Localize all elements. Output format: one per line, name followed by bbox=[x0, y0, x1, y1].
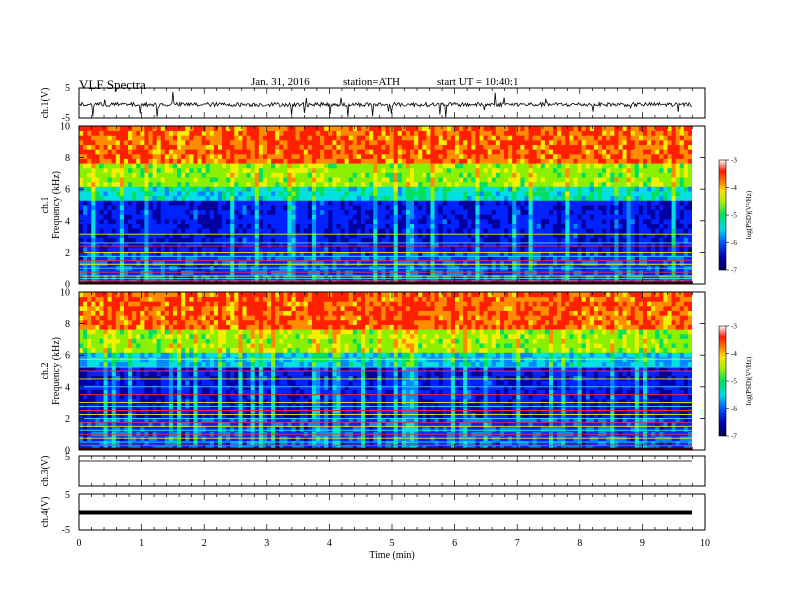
y-tick-label: 8 bbox=[65, 319, 70, 330]
y-tick-label: 10 bbox=[60, 288, 70, 299]
ch1-waveform-line bbox=[78, 91, 693, 118]
x-tick-label: 8 bbox=[577, 538, 582, 549]
ch1-spectrogram-ylabel-ch: ch.1 bbox=[40, 197, 51, 214]
ch2-spectrogram-ylabel-ch: ch.2 bbox=[40, 363, 51, 380]
ch1-tick-top: 5 bbox=[65, 83, 70, 94]
ch2-spectrogram-image bbox=[79, 292, 705, 451]
ch1-tick-bottom: -5 bbox=[62, 113, 70, 124]
x-tick-label: 9 bbox=[640, 538, 645, 549]
y-tick-label: 8 bbox=[65, 153, 70, 164]
no-data-area bbox=[692, 292, 705, 450]
x-tick-label: 10 bbox=[700, 538, 710, 549]
x-tick-label: 0 bbox=[77, 538, 82, 549]
date-label: Jan. 31, 2016 bbox=[251, 76, 310, 88]
low-freq-band bbox=[79, 447, 692, 450]
y-tick-label: 6 bbox=[65, 185, 70, 196]
y-tick-label: 4 bbox=[65, 382, 70, 393]
colorbar-tick-label: -5 bbox=[731, 378, 737, 386]
start-ut-label: start UT = 10:40:1 bbox=[437, 76, 519, 88]
ch2-spectrogram-yticks: 0 2 4 6 8 10 bbox=[60, 288, 705, 457]
colorbar-tick-label: -6 bbox=[731, 405, 737, 413]
ch1-colorbar-label: log(PSD)(V²/Hz) bbox=[745, 190, 753, 239]
colorbar-tick-label: -3 bbox=[731, 323, 737, 331]
y-tick-label: 2 bbox=[65, 248, 70, 259]
y-tick-label: 6 bbox=[65, 351, 70, 362]
no-data-area bbox=[692, 126, 705, 284]
ch4-waveform-panel: 5 -5 ch.4(V) bbox=[40, 490, 706, 536]
x-tick-label: 4 bbox=[327, 538, 332, 549]
ch4-tick-bottom: -5 bbox=[62, 525, 70, 536]
y-tick-label: 2 bbox=[65, 414, 70, 425]
ch4-tick-top: 5 bbox=[65, 490, 70, 501]
x-tick-label: 6 bbox=[452, 538, 457, 549]
colorbar-tick-label: -4 bbox=[731, 184, 737, 192]
colorbar-tick-label: -4 bbox=[731, 350, 737, 358]
ch2-spectrogram-ylabel-freq: Frequency (kHz) bbox=[51, 337, 62, 405]
ch1-spectrogram-image bbox=[79, 126, 705, 285]
y-tick-label: 0 bbox=[65, 280, 70, 291]
x-axis-tick-labels: 0 1 2 3 4 5 6 7 8 9 10 bbox=[77, 538, 711, 549]
ch1-ylabel: ch.1(V) bbox=[40, 88, 51, 119]
x-tick-label: 2 bbox=[202, 538, 207, 549]
colorbar-tick-label: -6 bbox=[731, 239, 737, 247]
ch1-colorbar-ticks: -3 -4 -5 -6 -7 bbox=[726, 157, 737, 275]
ch3-tick-top: 5 bbox=[65, 452, 70, 463]
x-tick-label: 3 bbox=[264, 538, 269, 549]
ch1-colorbar bbox=[718, 159, 727, 271]
ch1-spectrogram-yticks: 0 2 4 6 8 10 bbox=[60, 122, 705, 291]
x-tick-label: 7 bbox=[515, 538, 520, 549]
x-axis-label: Time (min) bbox=[369, 550, 414, 561]
low-freq-band bbox=[79, 281, 692, 284]
ch4-ylabel: ch.4(V) bbox=[40, 497, 51, 528]
ch1-waveform-panel: 5 -5 ch.1(V) bbox=[40, 83, 706, 124]
colorbar-tick-label: -3 bbox=[731, 157, 737, 165]
colorbar-tick-label: -7 bbox=[731, 433, 737, 441]
ch3-ylabel: ch.3(V) bbox=[40, 456, 51, 487]
y-tick-label: 4 bbox=[65, 216, 70, 227]
x-tick-label: 1 bbox=[139, 538, 144, 549]
x-axis-ticks bbox=[78, 88, 706, 530]
colorbar-tick-label: -7 bbox=[731, 267, 737, 275]
ch1-spectrogram-ylabel-freq: Frequency (kHz) bbox=[51, 171, 62, 239]
ch2-colorbar-label: log(PSD)(V²/Hz) bbox=[745, 356, 753, 405]
ch2-colorbar bbox=[718, 325, 727, 437]
y-tick-label: 10 bbox=[60, 122, 70, 133]
y-tick-label: 0 bbox=[65, 446, 70, 457]
ch3-waveform-panel: 5 ch.3(V) bbox=[40, 452, 706, 487]
colorbar-tick-label: -5 bbox=[731, 212, 737, 220]
station-label: station=ATH bbox=[343, 76, 400, 88]
ch2-colorbar-ticks: -3 -4 -5 -6 -7 bbox=[726, 323, 737, 441]
x-tick-label: 5 bbox=[390, 538, 395, 549]
